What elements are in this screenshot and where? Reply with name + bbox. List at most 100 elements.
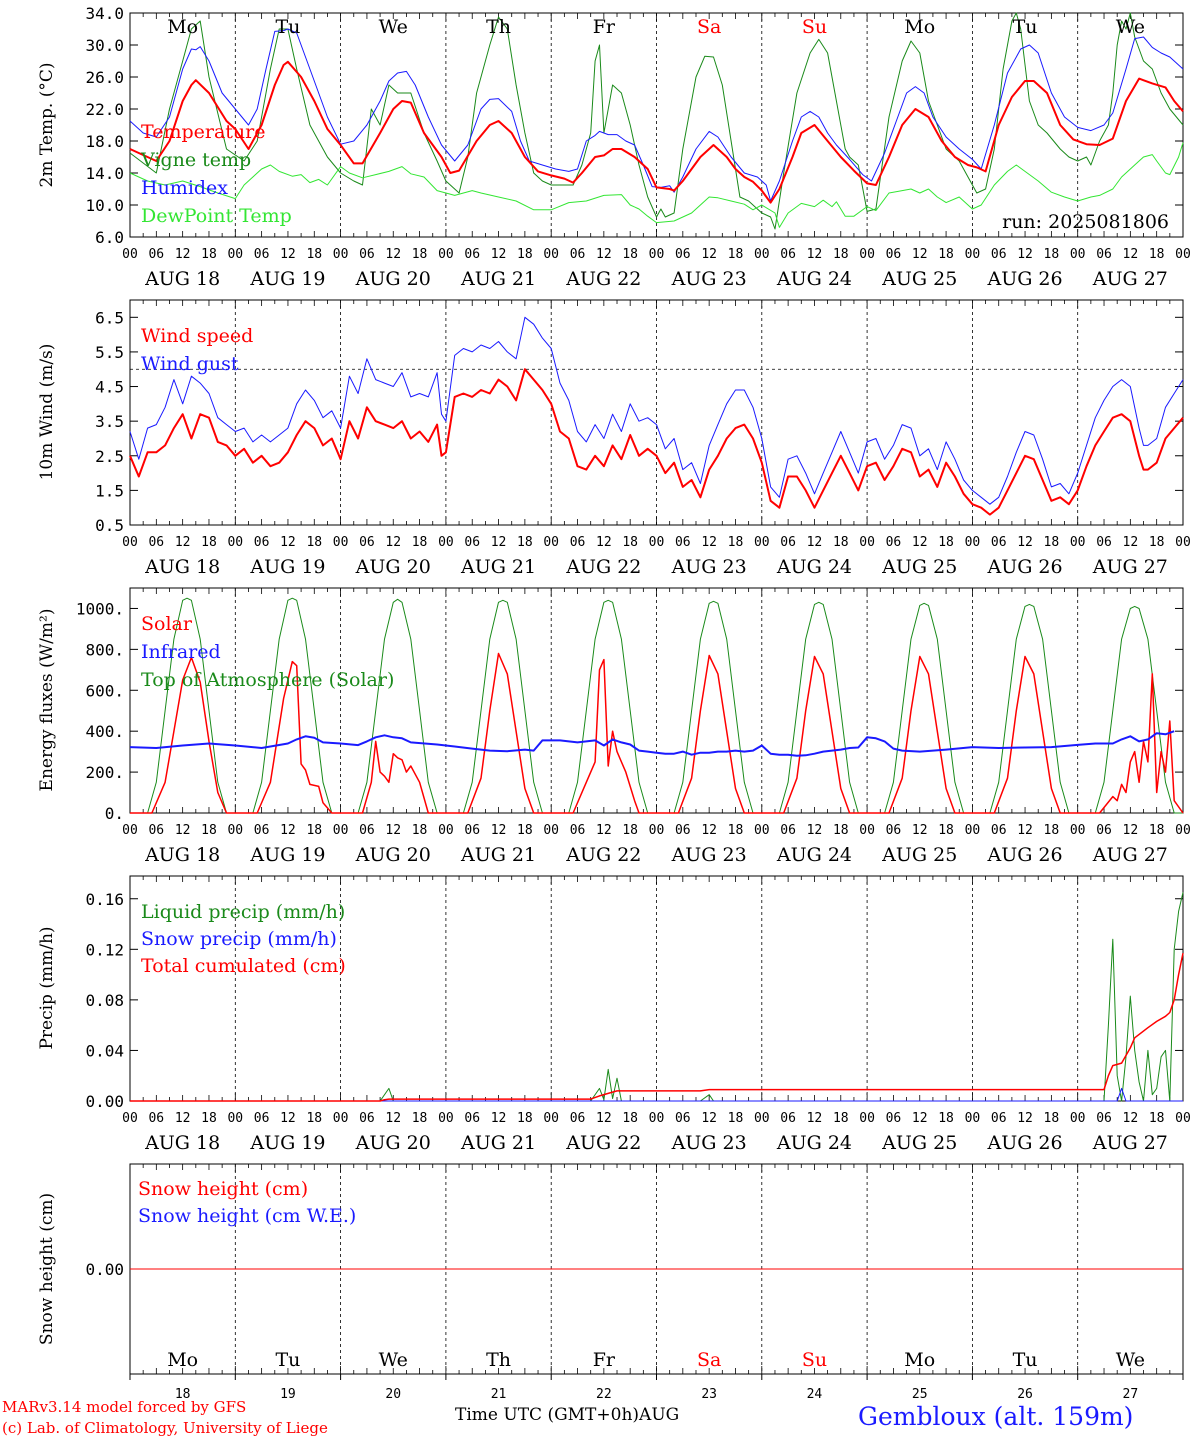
hour-tick-label: 18 (938, 535, 954, 550)
series-line-humidex (129, 28, 1184, 202)
hour-tick-label: 00 (859, 247, 875, 262)
hour-tick-label: 12 (1017, 1111, 1033, 1126)
hour-tick-label: 12 (1123, 535, 1139, 550)
legend-entry: Temperature (141, 121, 265, 143)
date-label: AUG 27 (1092, 1132, 1168, 1154)
hour-tick-label: 18 (306, 1111, 322, 1126)
date-label: AUG 21 (460, 1132, 536, 1154)
hour-tick-label: 06 (359, 535, 375, 550)
day-name: We (1116, 1349, 1145, 1371)
date-label: AUG 18 (144, 556, 220, 578)
legend-entry: Top of Atmosphere (Solar) (141, 669, 394, 691)
hour-tick-label: 06 (675, 823, 691, 838)
hour-tick-label: 12 (596, 1111, 612, 1126)
hour-tick-label: 00 (543, 1111, 559, 1126)
y-tick-label: 18.0 (85, 132, 124, 151)
hour-tick-label: 00 (965, 535, 981, 550)
date-label: AUG 21 (460, 556, 536, 578)
date-label: AUG 20 (355, 268, 431, 290)
hour-tick-label: 18 (306, 823, 322, 838)
hour-tick-label: 00 (227, 247, 243, 262)
hour-tick-label: 12 (280, 823, 296, 838)
y-tick-label: 6.0 (95, 228, 124, 247)
y-tick-label: 0.5 (95, 516, 124, 535)
hour-tick-label: 00 (1070, 823, 1086, 838)
hour-tick-label: 06 (254, 247, 270, 262)
day-name: Mo (904, 1349, 935, 1371)
hour-tick-label: 00 (1175, 1111, 1191, 1126)
date-label: AUG 24 (776, 1132, 852, 1154)
y-tick-label: 26.0 (85, 68, 124, 87)
date-label: AUG 24 (776, 556, 852, 578)
hour-tick-label: 00 (754, 247, 770, 262)
hour-tick-label: 06 (464, 1111, 480, 1126)
y-tick-label: 34.0 (85, 4, 124, 23)
hour-tick-label: 00 (1070, 535, 1086, 550)
hour-tick-label: 18 (1044, 1111, 1060, 1126)
y-axis-title: 10m Wind (m/s) (37, 344, 57, 481)
y-tick-label: 4.5 (95, 378, 124, 397)
y-tick-label: 2.5 (95, 447, 124, 466)
series-line-wind-gust (129, 316, 1184, 505)
y-tick-label: 22.0 (85, 100, 124, 119)
hour-tick-label: 12 (596, 535, 612, 550)
hour-tick-label: 00 (333, 247, 349, 262)
y-tick-label: 0.00 (85, 1092, 124, 1111)
hour-tick-label: 00 (543, 823, 559, 838)
hour-tick-label: 18 (306, 535, 322, 550)
y-tick-label: 30.0 (85, 36, 124, 55)
day-number: 18 (175, 1387, 191, 1402)
hour-tick-label: 00 (438, 1111, 454, 1126)
hour-tick-label: 18 (201, 247, 217, 262)
hour-tick-label: 12 (175, 535, 191, 550)
legend-entry: Humidex (141, 177, 228, 199)
hour-tick-label: 12 (280, 535, 296, 550)
hour-tick-label: 18 (201, 535, 217, 550)
hour-tick-label: 12 (385, 535, 401, 550)
date-label: AUG 23 (671, 844, 747, 866)
y-axis-title: Precip (mm/h) (37, 926, 57, 1049)
hour-tick-label: 12 (175, 823, 191, 838)
hour-tick-label: 06 (570, 535, 586, 550)
hour-tick-label: 18 (1044, 823, 1060, 838)
y-tick-label: 3.5 (95, 412, 124, 431)
hour-tick-label: 06 (886, 247, 902, 262)
hour-tick-label: 06 (1096, 535, 1112, 550)
hour-tick-label: 18 (517, 1111, 533, 1126)
hour-tick-label: 18 (728, 823, 744, 838)
hour-tick-label: 06 (991, 247, 1007, 262)
series-line-dewpoint-temp (129, 142, 1184, 228)
hour-tick-label: 00 (333, 1111, 349, 1126)
hour-tick-label: 06 (1096, 823, 1112, 838)
date-label: AUG 19 (249, 556, 325, 578)
y-tick-label: 200. (85, 763, 124, 782)
day-name: We (379, 1349, 408, 1371)
hour-tick-label: 00 (1070, 1111, 1086, 1126)
day-number: 24 (807, 1387, 823, 1402)
hour-tick-label: 18 (833, 247, 849, 262)
hour-tick-label: 06 (148, 823, 164, 838)
hour-tick-label: 12 (807, 1111, 823, 1126)
hour-tick-label: 18 (412, 535, 428, 550)
hour-tick-label: 06 (464, 247, 480, 262)
plot-frame (129, 587, 1184, 814)
hour-tick-label: 12 (491, 823, 507, 838)
hour-tick-label: 12 (701, 1111, 717, 1126)
hour-tick-label: 00 (543, 247, 559, 262)
hour-tick-label: 06 (675, 1111, 691, 1126)
day-name: Mo (167, 16, 198, 38)
y-tick-label: 1.5 (95, 481, 124, 500)
hour-tick-label: 06 (780, 247, 796, 262)
hour-tick-label: 06 (780, 823, 796, 838)
hour-tick-label: 18 (1044, 535, 1060, 550)
hour-tick-label: 06 (464, 535, 480, 550)
hour-tick-label: 06 (570, 1111, 586, 1126)
y-axis-title: Energy fluxes (W/m²) (37, 609, 57, 792)
hour-tick-label: 12 (1123, 823, 1139, 838)
date-label: AUG 18 (144, 844, 220, 866)
hour-tick-label: 18 (1149, 823, 1165, 838)
run-label: run: 2025081806 (1002, 211, 1169, 233)
hour-tick-label: 00 (649, 823, 665, 838)
hour-tick-label: 00 (859, 823, 875, 838)
hour-tick-label: 18 (517, 823, 533, 838)
